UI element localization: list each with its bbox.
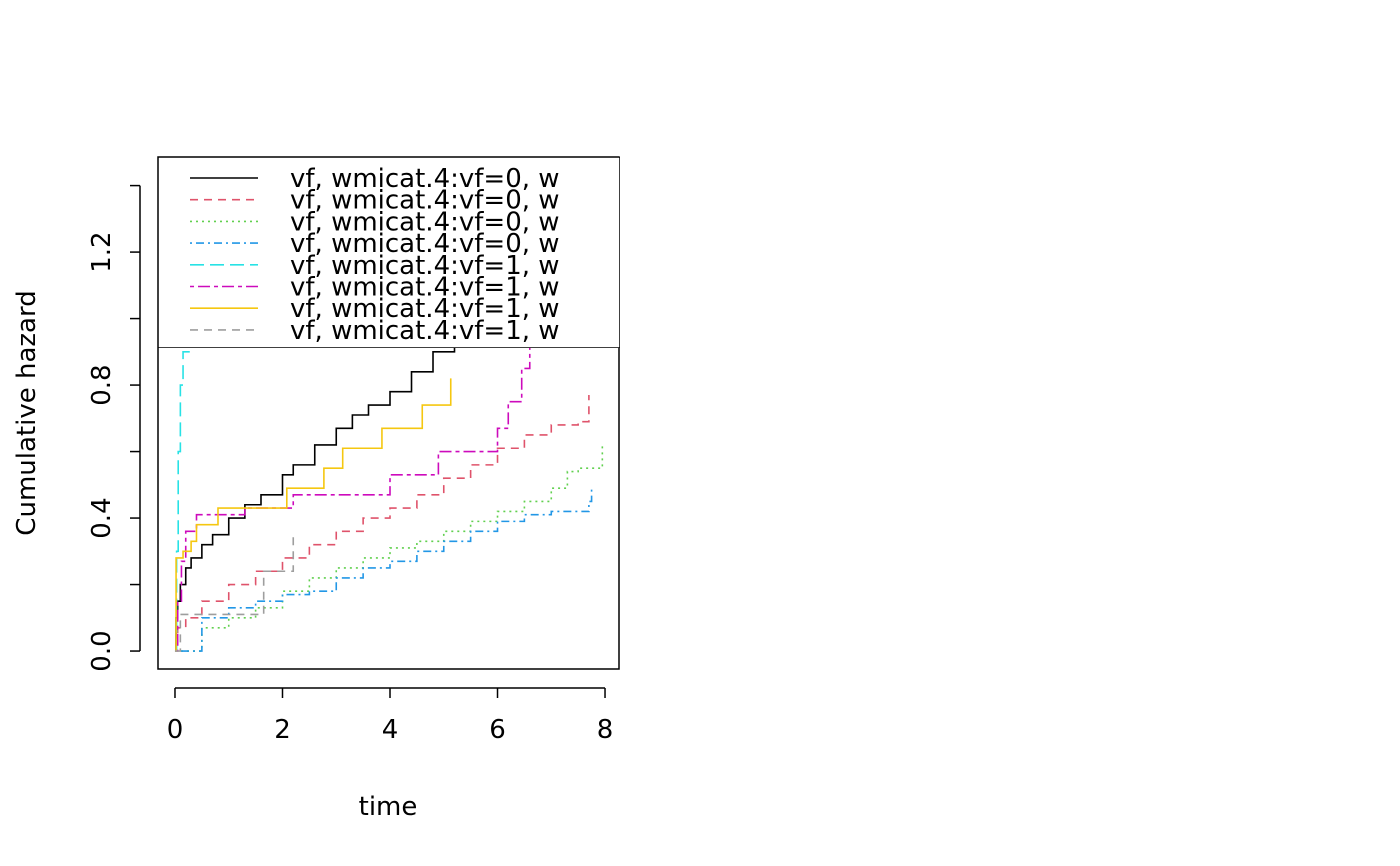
x-axis-label: time — [359, 792, 418, 822]
x-tick-label: 8 — [597, 715, 614, 745]
plot-area — [174, 335, 604, 652]
legend-label: vf, wmicat.4:vf=0, w — [290, 186, 560, 216]
y-tick-label: 0.8 — [87, 364, 117, 405]
y-axis-label: Cumulative hazard — [12, 290, 42, 535]
legend-label: vf, wmicat.4:vf=1, w — [290, 316, 560, 346]
legend-label: vf, wmicat.4:vf=1, w — [290, 251, 560, 281]
x-tick-label: 0 — [167, 715, 184, 745]
series-line — [174, 335, 456, 652]
y-tick-label: 0.0 — [87, 630, 117, 671]
legend: vf, wmicat.4:vf=0, wvf, wmicat.4:vf=0, w… — [158, 157, 620, 348]
x-tick-label: 6 — [489, 715, 506, 745]
y-tick-label: 0.4 — [87, 497, 117, 538]
legend-label: vf, wmicat.4:vf=0, w — [290, 207, 560, 237]
series-line — [174, 378, 452, 652]
series-line — [174, 395, 590, 646]
series-line — [174, 345, 531, 652]
series-line — [174, 488, 593, 652]
x-tick-label: 2 — [274, 715, 291, 745]
series-line — [174, 444, 604, 652]
legend-label: vf, wmicat.4:vf=1, w — [290, 273, 560, 303]
x-tick-label: 4 — [382, 715, 399, 745]
legend-label: vf, wmicat.4:vf=0, w — [290, 164, 560, 194]
series-line — [174, 531, 295, 652]
legend-label: vf, wmicat.4:vf=0, w — [290, 229, 560, 259]
legend-box — [158, 157, 620, 348]
legend-label: vf, wmicat.4:vf=1, w — [290, 294, 560, 324]
y-tick-label: 1.2 — [87, 231, 117, 272]
